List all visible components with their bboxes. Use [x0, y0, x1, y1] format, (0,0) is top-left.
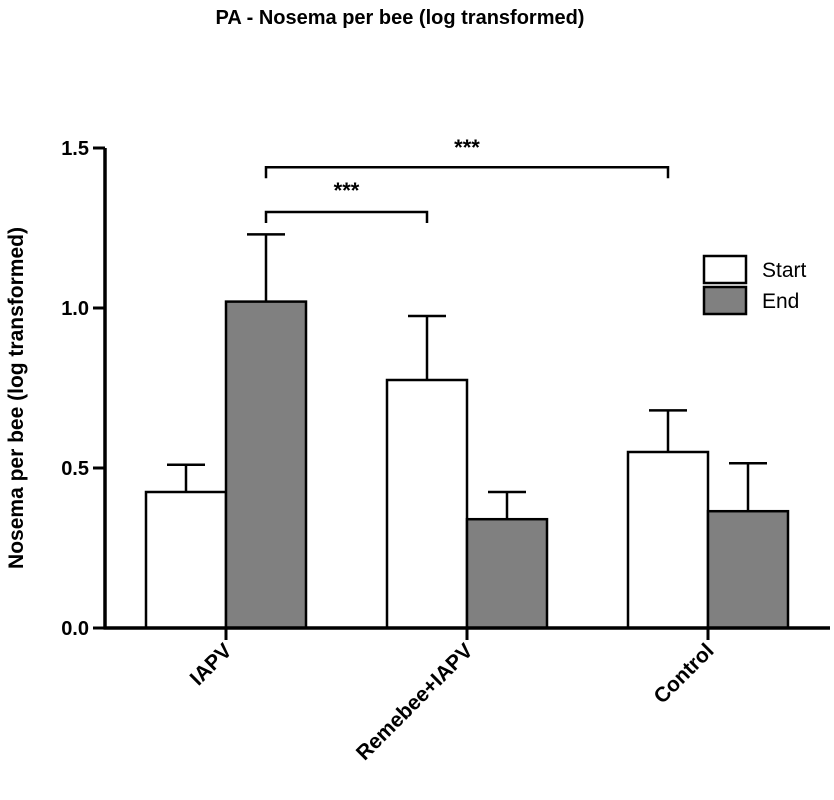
y-axis-label: Nosema per bee (log transformed)	[5, 227, 28, 569]
significance-label: ***	[454, 135, 480, 160]
error-bars-group	[167, 233, 767, 520]
y-tick-label: 1.0	[61, 298, 89, 320]
chart-title: PA - Nosema per bee (log transformed)	[216, 7, 585, 29]
y-tick-label: 0.5	[61, 458, 89, 480]
legend-swatch-end	[702, 285, 748, 316]
y-tick-label: 1.5	[61, 138, 89, 160]
significance-bracket	[264, 210, 429, 223]
bar-start-control	[626, 450, 710, 630]
legend-label-start: Start	[762, 259, 807, 282]
y-tick-label: 0.0	[61, 618, 89, 640]
significance-bracket	[264, 165, 670, 179]
significance-label: ***	[334, 178, 360, 203]
bars-group	[144, 300, 790, 630]
legend-swatch-start	[702, 254, 748, 285]
bar-start-remebee-iapv	[385, 378, 469, 630]
x-tick-label: IAPV	[186, 639, 237, 690]
legend-label-end: End	[762, 290, 799, 313]
significance-annotations: *** ***	[264, 135, 670, 223]
bar-start-iapv	[144, 490, 228, 630]
legend: Start End	[702, 254, 807, 316]
bar-end-iapv	[224, 300, 308, 630]
x-tick-label: Control	[649, 639, 718, 708]
bar-end-remebee-iapv	[465, 517, 549, 630]
x-tick-label: Remebee+IAPV	[352, 639, 478, 765]
bar-end-control	[706, 509, 790, 630]
